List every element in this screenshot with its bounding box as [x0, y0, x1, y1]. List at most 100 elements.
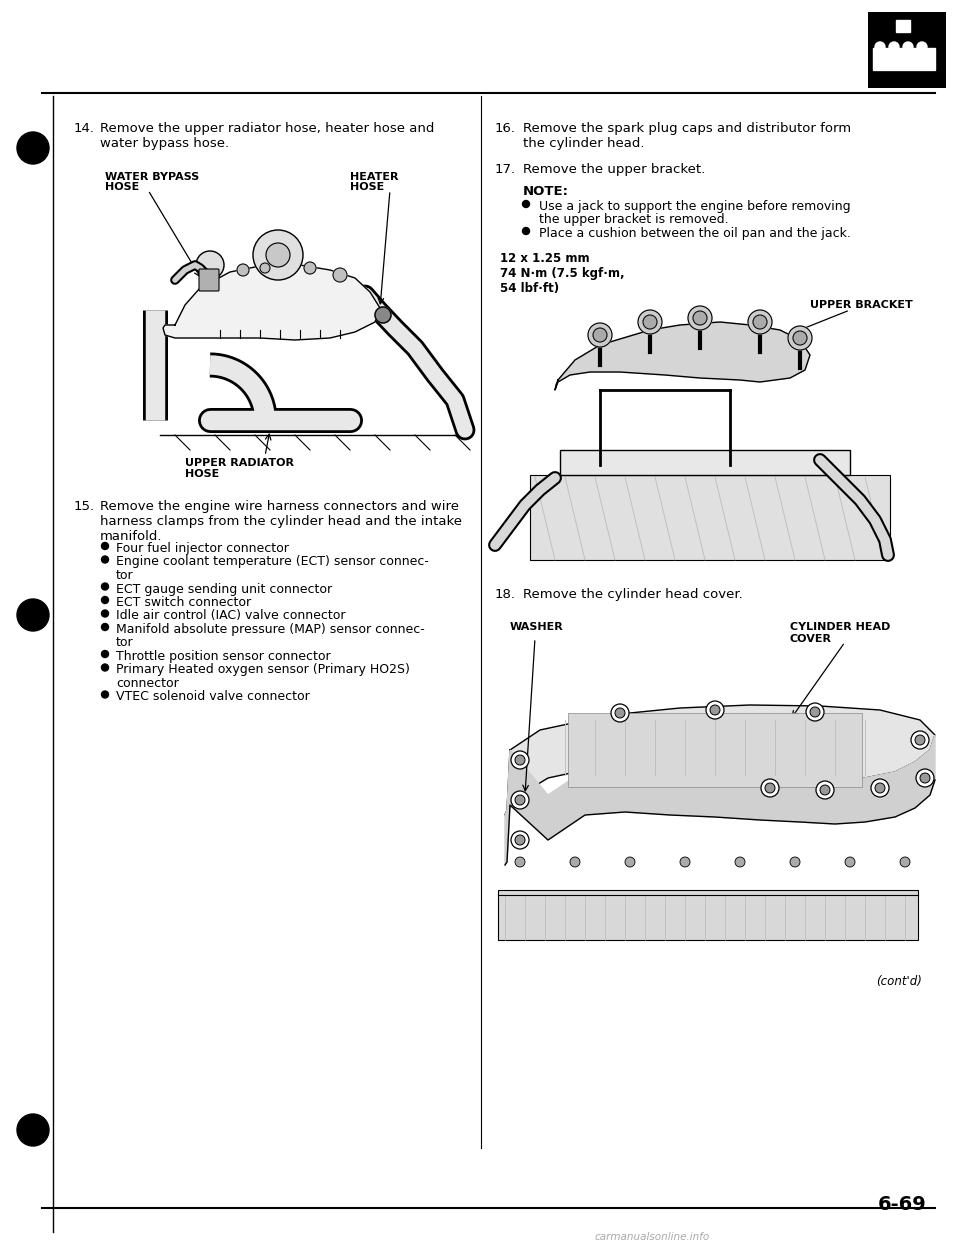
Circle shape — [765, 782, 775, 792]
Text: Throttle position sensor connector: Throttle position sensor connector — [116, 650, 330, 663]
Text: Remove the engine wire harness connectors and wire
harness clamps from the cylin: Remove the engine wire harness connector… — [100, 501, 462, 543]
Circle shape — [810, 707, 820, 717]
Circle shape — [102, 543, 108, 549]
Circle shape — [253, 230, 303, 279]
Circle shape — [911, 732, 929, 749]
Circle shape — [748, 310, 772, 334]
Text: CYLINDER HEAD
COVER: CYLINDER HEAD COVER — [790, 622, 890, 643]
Text: Use a jack to support the engine before removing: Use a jack to support the engine before … — [539, 200, 851, 212]
Circle shape — [816, 781, 834, 799]
Text: connector: connector — [116, 677, 179, 691]
Text: Engine coolant temperature (ECT) sensor connec-: Engine coolant temperature (ECT) sensor … — [116, 555, 429, 569]
Circle shape — [688, 306, 712, 330]
Circle shape — [237, 265, 249, 276]
Circle shape — [102, 651, 108, 657]
Circle shape — [693, 310, 707, 325]
Circle shape — [706, 700, 724, 719]
Circle shape — [570, 857, 580, 867]
Circle shape — [515, 795, 525, 805]
Circle shape — [102, 556, 108, 563]
Text: the upper bracket is removed.: the upper bracket is removed. — [539, 214, 729, 226]
Circle shape — [102, 664, 108, 671]
FancyBboxPatch shape — [560, 450, 850, 474]
Text: 12 x 1.25 mm
74 N·m (7.5 kgf·m,
54 lbf·ft): 12 x 1.25 mm 74 N·m (7.5 kgf·m, 54 lbf·f… — [500, 252, 625, 296]
Polygon shape — [163, 265, 380, 340]
Text: (cont'd): (cont'd) — [876, 975, 922, 987]
Text: 6-69: 6-69 — [878, 1195, 926, 1213]
Text: tor: tor — [116, 636, 133, 650]
Circle shape — [680, 857, 690, 867]
Text: HOSE: HOSE — [350, 183, 384, 193]
Circle shape — [788, 325, 812, 350]
Circle shape — [611, 704, 629, 722]
Circle shape — [710, 705, 720, 715]
Circle shape — [615, 708, 625, 718]
Text: 16.: 16. — [495, 122, 516, 135]
Circle shape — [588, 323, 612, 347]
Circle shape — [845, 857, 855, 867]
Text: WASHER: WASHER — [510, 622, 564, 632]
Circle shape — [515, 857, 525, 867]
Circle shape — [17, 599, 49, 631]
Circle shape — [102, 691, 108, 698]
Circle shape — [735, 857, 745, 867]
Circle shape — [820, 785, 830, 795]
Circle shape — [260, 263, 270, 273]
Text: 14.: 14. — [74, 122, 95, 135]
Text: Remove the upper radiator hose, heater hose and
water bypass hose.: Remove the upper radiator hose, heater h… — [100, 122, 434, 150]
Circle shape — [806, 703, 824, 722]
Text: Manifold absolute pressure (MAP) sensor connec-: Manifold absolute pressure (MAP) sensor … — [116, 623, 424, 636]
Circle shape — [638, 310, 662, 334]
Text: Remove the spark plug caps and distributor form
the cylinder head.: Remove the spark plug caps and distribut… — [523, 122, 852, 150]
Circle shape — [889, 42, 899, 52]
Circle shape — [102, 596, 108, 604]
Text: Idle air control (IAC) valve connector: Idle air control (IAC) valve connector — [116, 610, 346, 622]
Circle shape — [196, 251, 224, 279]
Circle shape — [915, 735, 925, 745]
Text: ECT gauge sending unit connector: ECT gauge sending unit connector — [116, 582, 332, 595]
Text: Primary Heated oxygen sensor (Primary HO2S): Primary Heated oxygen sensor (Primary HO… — [116, 663, 410, 677]
FancyBboxPatch shape — [530, 474, 890, 560]
Circle shape — [102, 610, 108, 617]
Text: Remove the cylinder head cover.: Remove the cylinder head cover. — [523, 587, 743, 601]
Circle shape — [903, 42, 913, 52]
Circle shape — [593, 328, 607, 342]
FancyBboxPatch shape — [873, 48, 935, 70]
Text: 18.: 18. — [495, 587, 516, 601]
Text: Remove the upper bracket.: Remove the upper bracket. — [523, 163, 706, 176]
Text: WATER BYPASS: WATER BYPASS — [105, 171, 200, 183]
Circle shape — [511, 751, 529, 769]
Circle shape — [900, 857, 910, 867]
Text: HEATER: HEATER — [350, 171, 398, 183]
Circle shape — [522, 200, 530, 207]
Circle shape — [761, 779, 779, 797]
Circle shape — [875, 782, 885, 792]
Text: HOSE: HOSE — [105, 183, 139, 193]
Circle shape — [102, 623, 108, 631]
Circle shape — [643, 315, 657, 329]
Circle shape — [511, 791, 529, 809]
FancyBboxPatch shape — [100, 168, 470, 455]
Text: Place a cushion between the oil pan and the jack.: Place a cushion between the oil pan and … — [539, 227, 851, 240]
FancyBboxPatch shape — [873, 72, 935, 79]
Text: Four fuel injector connector: Four fuel injector connector — [116, 542, 289, 555]
FancyBboxPatch shape — [568, 713, 862, 787]
Circle shape — [916, 769, 934, 787]
Circle shape — [753, 315, 767, 329]
Polygon shape — [505, 735, 935, 864]
FancyBboxPatch shape — [896, 20, 910, 32]
Circle shape — [515, 835, 525, 845]
Circle shape — [511, 831, 529, 850]
FancyBboxPatch shape — [868, 12, 946, 88]
Circle shape — [793, 332, 807, 345]
Text: UPPER RADIATOR: UPPER RADIATOR — [185, 458, 294, 468]
Circle shape — [871, 779, 889, 797]
Text: tor: tor — [116, 569, 133, 582]
FancyBboxPatch shape — [490, 296, 948, 570]
Circle shape — [102, 582, 108, 590]
Circle shape — [375, 307, 391, 323]
Polygon shape — [555, 322, 810, 390]
Polygon shape — [505, 705, 935, 815]
FancyBboxPatch shape — [199, 270, 219, 291]
FancyBboxPatch shape — [490, 615, 948, 970]
